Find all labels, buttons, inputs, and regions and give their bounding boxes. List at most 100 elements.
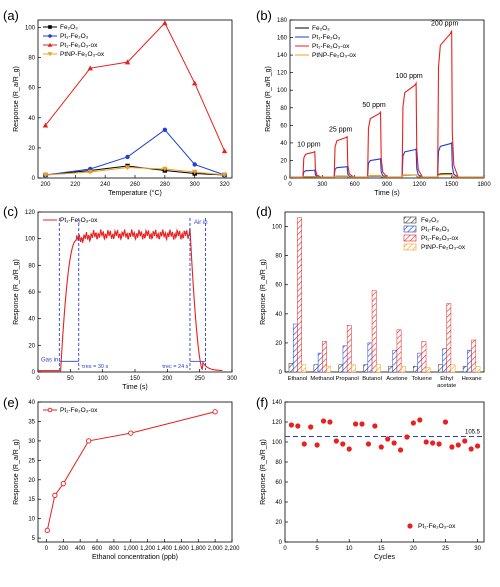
- data-point: [288, 422, 295, 428]
- mean-value-label: 105.5: [465, 430, 481, 436]
- data-point: [410, 420, 416, 426]
- series-line: [45, 22, 225, 152]
- x-tick-label: 900: [382, 182, 393, 188]
- y-tick-label: 30: [28, 439, 35, 445]
- y-tick-label: 15: [28, 497, 35, 503]
- panel-b: (b) 0 20 40 60 80 100 120 140 160 180 Response (R_a…: [256, 8, 491, 197]
- x-category-label: Butanol: [362, 376, 382, 382]
- bar: [442, 348, 447, 373]
- bar: [392, 349, 398, 373]
- data-point: [295, 423, 301, 429]
- y-axis-label: Response (R_a/R_g): [260, 439, 267, 505]
- y-tick-label: 25: [28, 458, 35, 464]
- legend-marker: [407, 523, 413, 529]
- x-tick-label: 150: [130, 376, 141, 382]
- x-tick-label: 5: [315, 546, 319, 552]
- data-point: [301, 441, 307, 447]
- x-category-label: Hexane: [462, 376, 482, 382]
- data-point: [327, 419, 333, 425]
- y-tick-label: 0: [32, 176, 36, 182]
- bar: [326, 365, 332, 373]
- bar: [437, 364, 443, 373]
- legend-swatch: [403, 225, 417, 233]
- data-point: [365, 441, 372, 447]
- x-tick-label: 200: [58, 546, 69, 552]
- data-point: [346, 446, 352, 452]
- panel-label: (a): [3, 8, 19, 23]
- legend-marker: [47, 52, 53, 57]
- bar: [421, 341, 427, 373]
- data-point: [124, 165, 131, 171]
- y-tick-label: 40: [28, 317, 35, 323]
- data-point: [385, 436, 391, 442]
- bar: [346, 325, 352, 373]
- panel-e: (e) 5 10 15 20 25 30 35 40 Response (R_a/R_g) 0 200…: [3, 395, 240, 561]
- y-tick-label: 20: [275, 520, 282, 526]
- data-point: [462, 438, 468, 444]
- bar: [425, 367, 431, 373]
- x-category-label: Methanol: [310, 376, 334, 382]
- series-line: [290, 173, 484, 178]
- data-point: [85, 438, 92, 444]
- y-tick-label: 20: [275, 341, 282, 347]
- data-point: [423, 439, 429, 445]
- panel-f: (f) 0 20 40 60 80 100 120 140 Response (R_a/R_g) 0…: [256, 395, 485, 561]
- x-category-label: Acetone: [386, 376, 407, 382]
- bar: [297, 217, 302, 373]
- bar: [467, 349, 472, 373]
- data-point: [87, 169, 93, 175]
- data-point: [60, 481, 66, 487]
- legend-entry: Pt₁-Fe₂O₃: [60, 33, 89, 40]
- x-axis-label: Ethanol concentration (ppb): [92, 554, 178, 561]
- x-category-label: Ethanol: [288, 376, 308, 382]
- y-tick-label: 20: [280, 158, 287, 164]
- y-tick-label: 80: [280, 106, 287, 112]
- bar: [322, 341, 327, 373]
- x-tick-label: 2,000: [208, 546, 224, 552]
- series-line: [46, 411, 216, 531]
- response-time-annotation: τres = 30 s: [82, 364, 109, 370]
- concentration-annotation: 10 ppm: [297, 142, 321, 149]
- data-point: [314, 442, 320, 448]
- bar: [371, 290, 377, 373]
- x-tick-label: 1800: [477, 182, 491, 188]
- bar: [313, 364, 319, 373]
- bar: [342, 345, 348, 373]
- data-point: [404, 434, 410, 440]
- y-tick-label: 0: [284, 176, 288, 182]
- bar: [475, 365, 481, 373]
- data-point: [42, 122, 49, 128]
- plot-frame: [37, 401, 233, 543]
- x-category-label: Ethyl: [440, 376, 453, 382]
- x-tick-label: 800: [109, 546, 120, 552]
- bar: [292, 323, 298, 373]
- data-point: [474, 443, 481, 449]
- y-tick-label: 60: [275, 283, 282, 289]
- bar: [301, 364, 307, 373]
- legend-entry: Pt₁-Fe₂O₃-ox: [421, 235, 459, 242]
- legend-entry: Pt₁-Fe₂O₃-ox: [312, 43, 350, 50]
- concentration-annotation: 100 ppm: [395, 73, 422, 80]
- x-tick-label: 2,200: [224, 546, 240, 552]
- data-point: [221, 148, 228, 154]
- x-axis-label: Cycles: [374, 554, 396, 561]
- y-tick-label: 120: [277, 71, 288, 77]
- gas-in-annotation: Gas in: [41, 357, 58, 363]
- x-tick-label: 250: [195, 376, 206, 382]
- y-tick-label: 80: [28, 263, 35, 269]
- legend-entry: Pt₁-Fe₂O₃-ox: [418, 523, 456, 530]
- x-tick-label: 1,600: [174, 546, 190, 552]
- y-tick-label: 0: [279, 370, 283, 376]
- x-tick-label: 400: [75, 546, 86, 552]
- x-tick-label: 30: [474, 546, 481, 552]
- data-point: [212, 409, 218, 415]
- y-tick-label: 40: [28, 116, 35, 122]
- legend-entry: PtNP-Fe₂O₃-ox: [60, 51, 105, 58]
- y-axis-label: Response (R_a/R_g): [265, 66, 272, 132]
- y-tick-label: 80: [275, 254, 282, 260]
- y-tick-label: 5: [32, 536, 36, 542]
- x-tick-label: 600: [350, 182, 361, 188]
- y-tick-label: 0: [279, 540, 283, 546]
- legend-marker: [47, 42, 53, 47]
